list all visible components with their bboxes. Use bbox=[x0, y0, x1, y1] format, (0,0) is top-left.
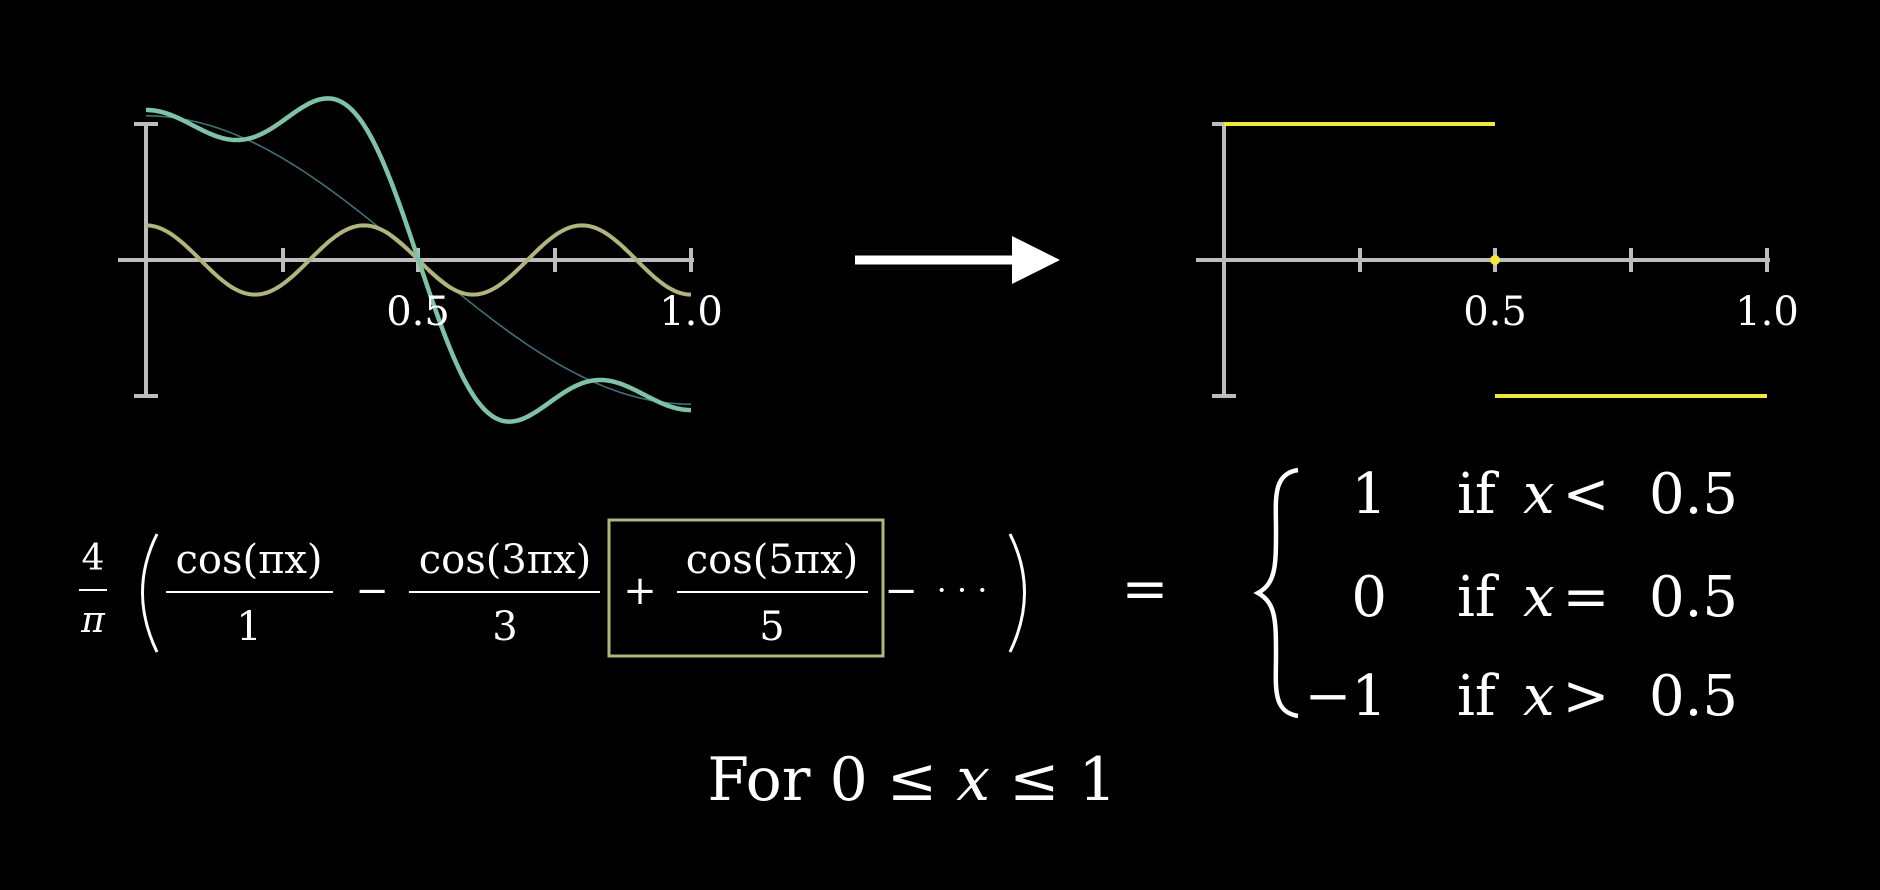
piecewise-row: 0 if x = 0.5 bbox=[1351, 565, 1738, 630]
piecewise-value: 1 bbox=[1351, 462, 1387, 527]
piecewise-row: −1 if x > 0.5 bbox=[1304, 664, 1738, 729]
condition-relation: < bbox=[1563, 462, 1610, 527]
plus-sign: + bbox=[623, 568, 657, 614]
term2-denominator: 3 bbox=[492, 604, 517, 650]
piecewise-value: −1 bbox=[1304, 664, 1387, 729]
left-tick-label-1.0: 1.0 bbox=[659, 289, 723, 335]
condition-variable: x bbox=[1523, 664, 1555, 729]
arrow bbox=[855, 236, 1060, 284]
condition-relation: = bbox=[1563, 565, 1610, 630]
left-brace bbox=[1253, 467, 1299, 719]
coef-denominator: π bbox=[80, 600, 106, 641]
ellipsis: · · · bbox=[937, 571, 988, 609]
right-axes bbox=[1196, 122, 1770, 398]
piecewise-definition: 1 if x < 0.5 0 if x = 0.5 −1 if x > 0.5 bbox=[1253, 462, 1738, 729]
left-axes bbox=[118, 122, 694, 398]
domain-statement: For 0 ≤ x ≤ 1 bbox=[707, 745, 1116, 815]
right-paren bbox=[1008, 533, 1026, 653]
right-graph: 0.5 1.0 bbox=[1196, 122, 1799, 398]
term1-numerator: cos(πx) bbox=[175, 537, 322, 583]
right-tick-label-1.0: 1.0 bbox=[1735, 289, 1799, 335]
equals-sign: = bbox=[1122, 557, 1169, 622]
right-tick-label-0.5: 0.5 bbox=[1463, 289, 1527, 335]
term1-denominator: 1 bbox=[236, 604, 261, 650]
condition-variable: x bbox=[1523, 565, 1555, 630]
condition-relation: > bbox=[1563, 664, 1610, 729]
left-tick-label-0.5: 0.5 bbox=[386, 289, 450, 335]
condition-if: if bbox=[1457, 462, 1500, 527]
partial-sum-curve bbox=[145, 96, 692, 424]
domain-lower: 0 bbox=[830, 745, 868, 815]
condition-number: 0.5 bbox=[1649, 462, 1738, 527]
condition-if: if bbox=[1457, 565, 1500, 630]
left-paren bbox=[141, 533, 159, 653]
piecewise-row: 1 if x < 0.5 bbox=[1351, 462, 1738, 527]
piecewise-value: 0 bbox=[1351, 565, 1387, 630]
domain-upper: 1 bbox=[1078, 745, 1116, 815]
term2-numerator: cos(3πx) bbox=[419, 537, 592, 583]
series-equation: 4 π cos(πx) 1 − cos(3πx) 3 + cos(5πx) 5 … bbox=[79, 518, 1169, 658]
domain-relation-1: ≤ bbox=[887, 745, 937, 815]
domain-relation-2: ≤ bbox=[1009, 745, 1059, 815]
minus-sign-2: − bbox=[884, 568, 918, 614]
condition-number: 0.5 bbox=[1649, 664, 1738, 729]
step-midpoint-dot bbox=[1490, 255, 1500, 265]
domain-text: For 0 ≤ x ≤ 1 bbox=[707, 745, 1116, 815]
term3-denominator: 5 bbox=[759, 604, 784, 650]
term3-numerator: cos(5πx) bbox=[686, 537, 859, 583]
condition-number: 0.5 bbox=[1649, 565, 1738, 630]
arrow-head-icon bbox=[1012, 236, 1060, 284]
condition-variable: x bbox=[1523, 462, 1555, 527]
domain-word: For bbox=[707, 745, 810, 815]
highlighted-term-box bbox=[607, 518, 885, 658]
left-graph: 0.5 1.0 bbox=[118, 96, 723, 424]
domain-variable: x bbox=[956, 745, 990, 815]
condition-if: if bbox=[1457, 664, 1500, 729]
coef-numerator: 4 bbox=[82, 538, 105, 579]
minus-sign-1: − bbox=[355, 568, 389, 614]
